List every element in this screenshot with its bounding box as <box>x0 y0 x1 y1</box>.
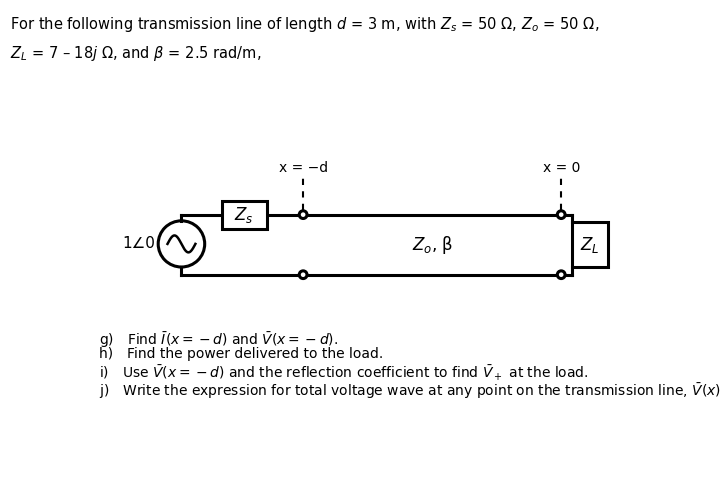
Bar <box>222 201 266 229</box>
Circle shape <box>557 271 565 278</box>
Text: For the following transmission line of length $d$ = 3 m, with $Z_s$ = 50 Ω, $Z_o: For the following transmission line of l… <box>10 15 599 34</box>
Text: j) Write the expression for total voltage wave at any point on the transmission : j) Write the expression for total voltag… <box>99 381 720 401</box>
Circle shape <box>300 211 307 219</box>
Text: 1∠0: 1∠0 <box>122 237 155 251</box>
Text: g) Find $\bar{I}(x = -d)$ and $\bar{V}(x = -d)$.: g) Find $\bar{I}(x = -d)$ and $\bar{V}(x… <box>99 330 338 350</box>
Bar <box>572 223 608 267</box>
Circle shape <box>557 211 565 219</box>
Text: $Z_L$ = 7 – 18$j$ Ω, and $\beta$ = 2.5 rad/m,: $Z_L$ = 7 – 18$j$ Ω, and $\beta$ = 2.5 r… <box>10 44 261 63</box>
Text: $Z_o$, β: $Z_o$, β <box>412 234 453 255</box>
Text: x = −d: x = −d <box>279 161 328 175</box>
Text: x = 0: x = 0 <box>542 161 580 175</box>
Circle shape <box>300 271 307 278</box>
Text: $Z_s$: $Z_s$ <box>235 205 254 225</box>
Text: h) Find the power delivered to the load.: h) Find the power delivered to the load. <box>99 347 384 361</box>
Text: $Z_L$: $Z_L$ <box>580 235 600 254</box>
Text: i) Use $\bar{V}(x = -d)$ and the reflection coefficient to find $\bar{V}_+$ at t: i) Use $\bar{V}(x = -d)$ and the reflect… <box>99 364 589 383</box>
